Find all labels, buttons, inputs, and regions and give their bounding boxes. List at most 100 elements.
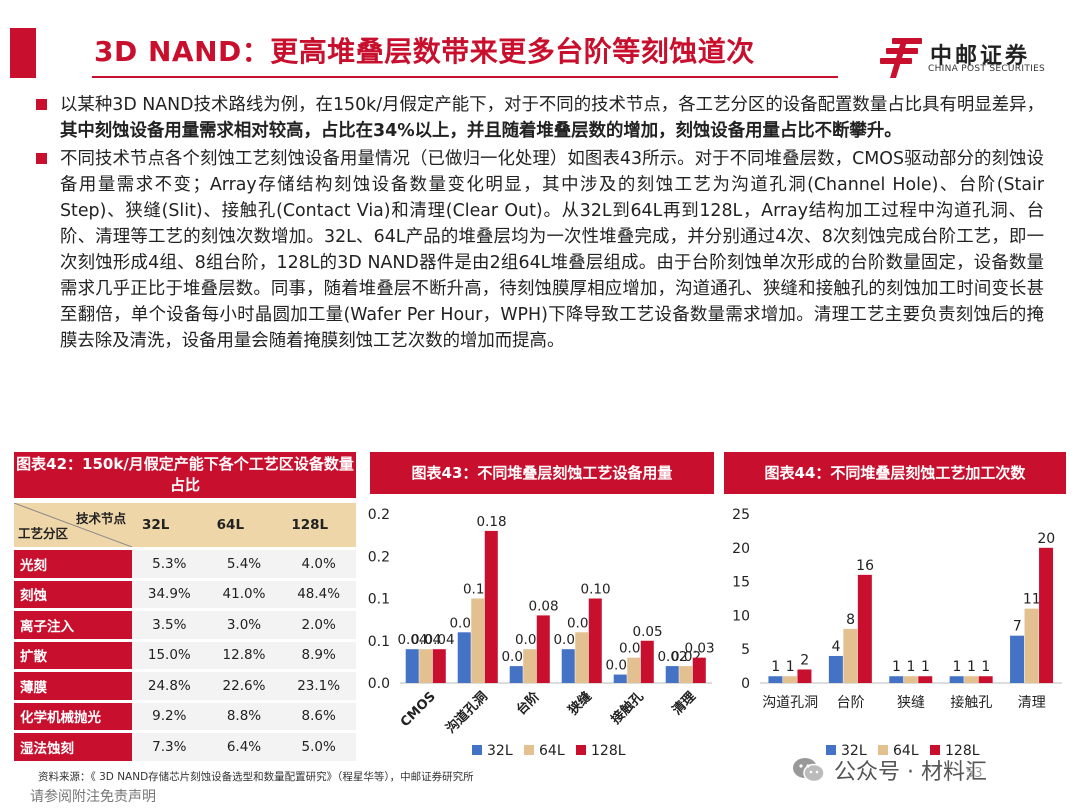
table-cell: 5.0% (281, 733, 356, 761)
bar-32L (457, 632, 471, 683)
x-category-label: 台阶 (513, 688, 543, 718)
table-cell: 8.8% (206, 702, 282, 730)
legend-swatch-64L (878, 745, 888, 755)
bar-value-label: 4 (832, 639, 841, 655)
bar-64L (627, 657, 641, 683)
row-label: 扩散 (14, 641, 132, 669)
bar-value-label: 0.04 (411, 632, 441, 648)
logo-chinese-name: 中邮证券 (930, 44, 1031, 69)
table-corner-cell: 技术节点 工艺分区 (14, 503, 132, 547)
bar-value-label: 20 (1037, 531, 1055, 547)
y-tick-label: 0.2 (368, 549, 390, 565)
legend-swatch-32L (472, 745, 482, 755)
bar-32L (509, 666, 523, 683)
bar-128L (432, 649, 446, 683)
bar-32L (768, 676, 783, 683)
bar-value-label: 11 (1023, 592, 1041, 608)
bar-value-label: 8 (846, 612, 855, 628)
table-row: 光刻 5.3% 5.4% 4.0% (14, 550, 356, 578)
bar-value-label: 0.04 (397, 632, 427, 648)
bar-128L (857, 574, 872, 683)
bar-value-label: 0.04 (424, 632, 454, 648)
y-tick-label: 0.1 (368, 592, 390, 608)
legend-label: 128L (945, 743, 980, 759)
chart-43-title: 图表43：不同堆叠层刻蚀工艺设备用量 (370, 452, 714, 494)
title-accent-bar (10, 28, 36, 78)
bar-value-label: 0.10 (580, 582, 610, 598)
bar-32L (405, 649, 419, 683)
bar-128L (918, 676, 933, 683)
bar-value-label: 1 (921, 659, 930, 675)
table-header-row: 技术节点 工艺分区 32L 64L 128L (14, 503, 356, 547)
table-row: 薄膜 24.8% 22.6% 23.1% (14, 672, 356, 700)
x-category-label: 沟道孔洞 (762, 695, 818, 711)
table-cell: 5.4% (206, 550, 282, 578)
bar-128L (1039, 547, 1054, 683)
wechat-watermark: 公众号 · 材料汇 (792, 752, 1054, 788)
row-label: 薄膜 (14, 672, 132, 700)
table-row: 化学机械抛光 9.2% 8.8% 8.6% (14, 702, 356, 730)
legend-label: 64L (893, 743, 919, 759)
row-label: 离子注入 (14, 611, 132, 639)
x-category-label: 接触孔 (950, 694, 992, 711)
page-title: 3D NAND：更高堆叠层数带来更多台阶等刻蚀道次 (94, 35, 755, 68)
table-cell: 22.6% (206, 672, 282, 700)
table-row: 扩散 15.0% 12.8% 8.9% (14, 641, 356, 669)
bar-value-label: 1 (981, 659, 990, 675)
bullet-list: 以某种3D NAND技术路线为例，在150k/月假定产能下，对于不同的技术节点，… (34, 92, 1044, 354)
row-label: 光刻 (14, 550, 132, 578)
bar-value-label: 0.18 (476, 514, 506, 530)
row-label: 刻蚀 (14, 580, 132, 608)
chart-44-title: 图表44：不同堆叠层刻蚀工艺加工次数 (724, 452, 1066, 494)
bar-64L (903, 676, 918, 683)
column-header: 64L (206, 503, 282, 547)
bar-value-label: 1 (771, 659, 780, 675)
logo-english-name: CHINA POST SECURITIES (928, 64, 1046, 74)
corner-bottom-label: 工艺分区 (18, 526, 69, 541)
x-category-label: CMOS (398, 689, 439, 730)
bullet-item: 不同技术节点各个刻蚀工艺刻蚀设备用量情况（已做归一化处理）如图表43所示。对于不… (34, 146, 1044, 354)
x-category-label: 清理 (669, 689, 699, 719)
company-logo: 中邮证券 CHINA POST SECURITIES (878, 36, 1058, 84)
bar-64L (419, 649, 433, 683)
bar-64L (1024, 608, 1039, 683)
bullet-square-icon (36, 99, 47, 110)
china-post-logo-icon (880, 38, 922, 78)
bar-128L (588, 598, 602, 683)
bar-value-label: 1 (967, 659, 976, 675)
equipment-share-table: 技术节点 工艺分区 32L 64L 128L 光刻 5.3% 5.4% 4.0% 刻蚀… (14, 500, 356, 764)
bar-value-label: 1 (952, 659, 961, 675)
table-row: 湿法蚀刻 7.3% 6.4% 5.0% (14, 733, 356, 761)
row-label: 湿法蚀刻 (14, 733, 132, 761)
bar-32L (828, 655, 843, 683)
table-cell: 23.1% (281, 672, 356, 700)
table-cell: 15.0% (132, 641, 207, 669)
legend-swatch-64L (524, 745, 534, 755)
y-tick-label: 0.1 (368, 634, 390, 650)
bar-64L (679, 666, 693, 683)
bar-128L (797, 669, 812, 683)
bar-32L (949, 676, 964, 683)
y-tick-label: 0.2 (368, 507, 390, 523)
bullet-text: 以某种3D NAND技术路线为例，在150k/月假定产能下，对于不同的技术节点，… (60, 95, 1044, 115)
y-tick-label: 15 (732, 575, 750, 591)
legend-label: 32L (841, 743, 867, 759)
table-row: 离子注入 3.5% 3.0% 2.0% (14, 611, 356, 639)
bar-128L (978, 676, 993, 683)
legend-label: 64L (539, 743, 565, 759)
x-category-label: 接触孔 (608, 689, 647, 728)
page-number: 53 (966, 766, 983, 781)
table-cell: 48.4% (281, 580, 356, 608)
column-header: 32L (132, 503, 207, 547)
y-tick-label: 0.0 (368, 676, 390, 692)
bar-32L (561, 649, 575, 683)
legend-label: 128L (591, 743, 626, 759)
bar-value-label: 1 (907, 659, 916, 675)
watermark-text: 公众号 · 材料汇 (834, 760, 987, 785)
bar-32L (1010, 635, 1025, 683)
table-cell: 5.3% (132, 550, 207, 578)
table-cell: 7.3% (132, 733, 207, 761)
chart-43-etch-equipment-usage: 0.00.10.10.20.20.040.040.04CMOS0.060.100… (368, 507, 715, 759)
x-category-label: 狭缝 (897, 695, 925, 711)
title-underline (92, 76, 838, 78)
